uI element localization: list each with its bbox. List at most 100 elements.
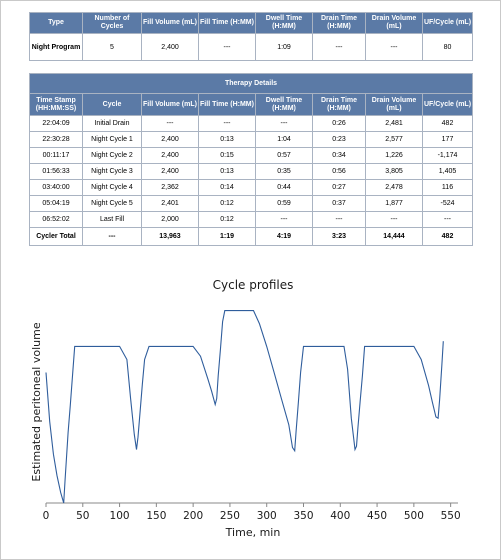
- x-tick-label: 300: [257, 510, 277, 522]
- therapy-cell: Night Cycle 3: [82, 163, 142, 180]
- summary-cell: ---: [312, 33, 366, 61]
- therapy-cell: 1,226: [365, 147, 423, 164]
- therapy-cell: 1:04: [255, 131, 313, 148]
- therapy-cell: 0:57: [255, 147, 313, 164]
- cycle-profiles-chart: Cycle profiles 0 50 100 150 200 250 300 350 400 4…: [30, 278, 461, 539]
- x-tick-label: 150: [146, 510, 166, 522]
- therapy-cell: ---: [421, 211, 474, 228]
- therapy-cell: 1,405: [421, 163, 474, 180]
- x-tick-label: 0: [43, 510, 50, 522]
- therapy-cell: Initial Drain: [82, 115, 142, 132]
- summary-cell: ---: [365, 33, 423, 61]
- therapy-header-cell: Fill Volume (mL): [141, 93, 199, 116]
- therapy-cell: 0:12: [198, 195, 256, 212]
- therapy-cell: 0:56: [312, 163, 366, 180]
- therapy-cell: 01:56:33: [29, 163, 83, 180]
- therapy-cell: ---: [255, 211, 313, 228]
- x-tick-label: 50: [76, 510, 89, 522]
- total-cell: 4:19: [255, 227, 313, 246]
- therapy-cell: 0:27: [312, 179, 366, 196]
- therapy-cell: -1,174: [421, 147, 474, 164]
- x-tick-label: 550: [441, 510, 461, 522]
- therapy-cell: ---: [365, 211, 423, 228]
- therapy-cell: 0:13: [198, 163, 256, 180]
- therapy-cell: 116: [421, 179, 474, 196]
- therapy-header-cell: Drain Time (H:MM): [312, 93, 366, 116]
- therapy-header-cell: Fill Time (H:MM): [198, 93, 256, 116]
- therapy-title: Therapy Details: [28, 73, 474, 94]
- therapy-cell: 2,478: [365, 179, 423, 196]
- therapy-cell: 0:13: [198, 131, 256, 148]
- summary-header-row: Type Number of Cycles Fill Volume (mL) F…: [29, 12, 473, 34]
- therapy-cell: 0:15: [198, 147, 256, 164]
- summary-header-cell: Drain Time (H:MM): [312, 12, 366, 34]
- summary-cell: 5: [82, 33, 142, 61]
- summary-header-cell: Fill Volume (mL): [141, 12, 199, 34]
- therapy-row: 05:04:19 Night Cycle 5 2,401 0:12 0:59 0:37 1,…: [29, 195, 474, 212]
- x-tick-label: 350: [293, 510, 313, 522]
- therapy-cell: 0:26: [312, 115, 366, 132]
- total-cell: Cycler Total: [29, 227, 83, 246]
- summary-header-cell: Number of Cycles: [82, 12, 142, 34]
- therapy-body: 22:04:09 Initial Drain --- --- --- 0:26 2,481 4…: [29, 115, 474, 228]
- therapy-cell: 177: [421, 131, 474, 148]
- therapy-row: 03:40:00 Night Cycle 4 2,362 0:14 0:44 0:27 2,…: [29, 179, 474, 196]
- therapy-cell: Night Cycle 4: [82, 179, 142, 196]
- chart-title: Cycle profiles: [213, 278, 294, 292]
- therapy-cell: 22:04:09: [29, 115, 83, 132]
- total-cell: 13,963: [141, 227, 199, 246]
- therapy-header-row: Time Stamp (HH:MM:SS) Cycle Fill Volume …: [29, 93, 474, 116]
- therapy-cell: 0:23: [312, 131, 366, 148]
- x-axis-label: Time, min: [225, 526, 281, 539]
- x-tick-label: 250: [220, 510, 240, 522]
- therapy-cell: 482: [421, 115, 474, 132]
- therapy-cell: 22:30:28: [29, 131, 83, 148]
- therapy-details-table: Therapy Details Time Stamp (HH:MM:SS) Cy…: [28, 73, 474, 246]
- summary-cell: ---: [198, 33, 256, 61]
- therapy-cell: 0:44: [255, 179, 313, 196]
- therapy-row: 01:56:33 Night Cycle 3 2,400 0:13 0:35 0:56 3,…: [29, 163, 474, 180]
- therapy-cell: 00:11:17: [29, 147, 83, 164]
- therapy-header-cell: UF/Cycle (mL): [421, 93, 474, 116]
- therapy-cell: 0:14: [198, 179, 256, 196]
- total-cell: ---: [82, 227, 142, 246]
- summary-header-cell: Type: [29, 12, 83, 34]
- therapy-cell: 2,400: [141, 163, 199, 180]
- therapy-cell: 0:37: [312, 195, 366, 212]
- total-cell: 482: [421, 227, 474, 246]
- therapy-cell: Last Fill: [82, 211, 142, 228]
- therapy-row: 22:30:28 Night Cycle 1 2,400 0:13 1:04 0:23 2,…: [29, 131, 474, 148]
- therapy-cell: 0:35: [255, 163, 313, 180]
- therapy-cell: 2,401: [141, 195, 199, 212]
- therapy-cell: Night Cycle 1: [82, 131, 142, 148]
- y-axis-label: Estimated peritoneal volume: [30, 322, 43, 481]
- therapy-cell: 2,400: [141, 131, 199, 148]
- summary-header-cell: Drain Volume (mL): [365, 12, 423, 34]
- therapy-cell: 2,481: [365, 115, 423, 132]
- therapy-cell: ---: [141, 115, 199, 132]
- therapy-row: 00:11:17 Night Cycle 2 2,400 0:15 0:57 0:34 1,…: [29, 147, 474, 164]
- summary-cell: 2,400: [141, 33, 199, 61]
- summary-header-cell: Fill Time (H:MM): [198, 12, 256, 34]
- x-ticks: 0 50 100 150 200 250 300 350 400 450 500 550: [43, 503, 461, 522]
- therapy-cell: 05:04:19: [29, 195, 83, 212]
- summary-cell: 80: [422, 33, 473, 61]
- therapy-total-row: Cycler Total --- 13,963 1:19 4:19 3:23 1…: [29, 227, 474, 246]
- therapy-cell: Night Cycle 2: [82, 147, 142, 164]
- therapy-cell: ---: [255, 115, 313, 132]
- therapy-row: 06:52:02 Last Fill 2,000 0:12 --- --- --- ---: [29, 211, 474, 228]
- therapy-cell: 1,877: [365, 195, 423, 212]
- therapy-cell: 0:12: [198, 211, 256, 228]
- therapy-cell: 2,362: [141, 179, 199, 196]
- summary-row: Night Program 5 2,400 --- 1:09 --- --- 8…: [29, 33, 473, 61]
- therapy-cell: ---: [198, 115, 256, 132]
- therapy-cell: ---: [312, 211, 366, 228]
- total-cell: 1:19: [198, 227, 256, 246]
- series-line: [45, 310, 444, 504]
- therapy-header-cell: Cycle: [82, 93, 142, 116]
- summary-cell: 1:09: [255, 33, 313, 61]
- therapy-header-cell: Time Stamp (HH:MM:SS): [29, 93, 83, 116]
- therapy-header-cell: Drain Volume (mL): [365, 93, 423, 116]
- therapy-cell: -524: [421, 195, 474, 212]
- therapy-cell: 2,577: [365, 131, 423, 148]
